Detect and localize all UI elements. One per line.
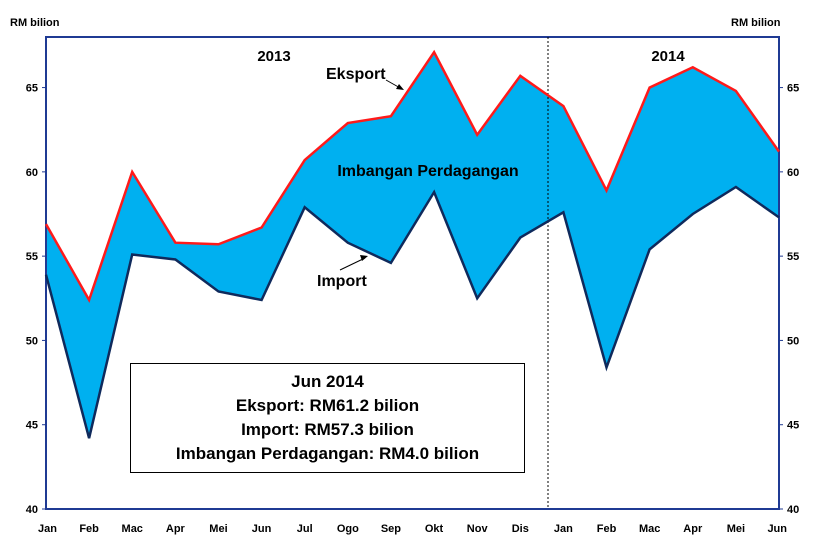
trade-balance-area [46, 52, 779, 439]
june-2014-summary-box: Jun 2014 Eksport: RM61.2 bilion Import: … [130, 363, 525, 473]
y-tick-label-right: 55 [787, 251, 799, 263]
x-tick-label: Jun [767, 523, 787, 535]
y-tick-label-left: 40 [26, 504, 38, 516]
x-tick-label: Nov [467, 523, 489, 535]
x-tick-label: Feb [79, 523, 99, 535]
trade-balance-fill [46, 52, 779, 439]
x-tick-label: Mac [122, 523, 143, 535]
y-tick-label-left: 55 [26, 251, 38, 263]
y-tick-label-left: 45 [26, 420, 38, 432]
x-tick-label: Mac [639, 523, 660, 535]
trade-balance-annotation: Imbangan Perdagangan [337, 163, 518, 180]
export-annotation: Eksport [326, 66, 386, 83]
y-unit-right: RM bilion [731, 17, 781, 29]
x-tick-label: Ogo [337, 523, 359, 535]
x-tick-label: Apr [683, 523, 703, 535]
x-tick-label: Jul [297, 523, 313, 535]
import-series-line [44, 185, 780, 439]
year-label-2013: 2013 [257, 48, 290, 65]
x-tick-label: Jun [252, 523, 272, 535]
y-tick-label-right: 65 [787, 83, 799, 95]
x-tick-label: Apr [166, 523, 186, 535]
import-arrow-head [360, 255, 368, 261]
x-tick-label: Sep [381, 523, 401, 535]
y-tick-label-left: 50 [26, 335, 38, 347]
y-tick-label-right: 40 [787, 504, 799, 516]
summary-export: Eksport: RM61.2 bilion [235, 396, 420, 415]
x-tick-label: Jan [38, 523, 57, 535]
y-tick-label-right: 50 [787, 335, 799, 347]
import-arrow [339, 257, 366, 271]
y-tick-label-right: 60 [787, 167, 799, 179]
x-tick-label: Mei [727, 523, 745, 535]
y-tick-label-left: 65 [26, 83, 38, 95]
summary-balance: Imbangan Perdagangan: RM4.0 bilion [175, 444, 480, 463]
summary-title: Jun 2014 [291, 372, 364, 391]
summary-import: Import: RM57.3 bilion [241, 420, 414, 439]
year-label-2014: 2014 [651, 48, 685, 65]
export-series-line [44, 49, 781, 304]
x-tick-label: Feb [597, 523, 617, 535]
export-arrow-head [396, 84, 404, 90]
y-tick-label-right: 45 [787, 420, 799, 432]
plot-frame [45, 36, 780, 510]
y-tick-label-left: 60 [26, 167, 38, 179]
x-tick-label: Dis [512, 523, 529, 535]
x-tick-label: Okt [425, 523, 444, 535]
x-tick-label: Jan [554, 523, 573, 535]
x-tick-label: Mei [209, 523, 227, 535]
y-unit-left: RM bilion [10, 17, 60, 29]
import-annotation: Import [317, 273, 367, 290]
